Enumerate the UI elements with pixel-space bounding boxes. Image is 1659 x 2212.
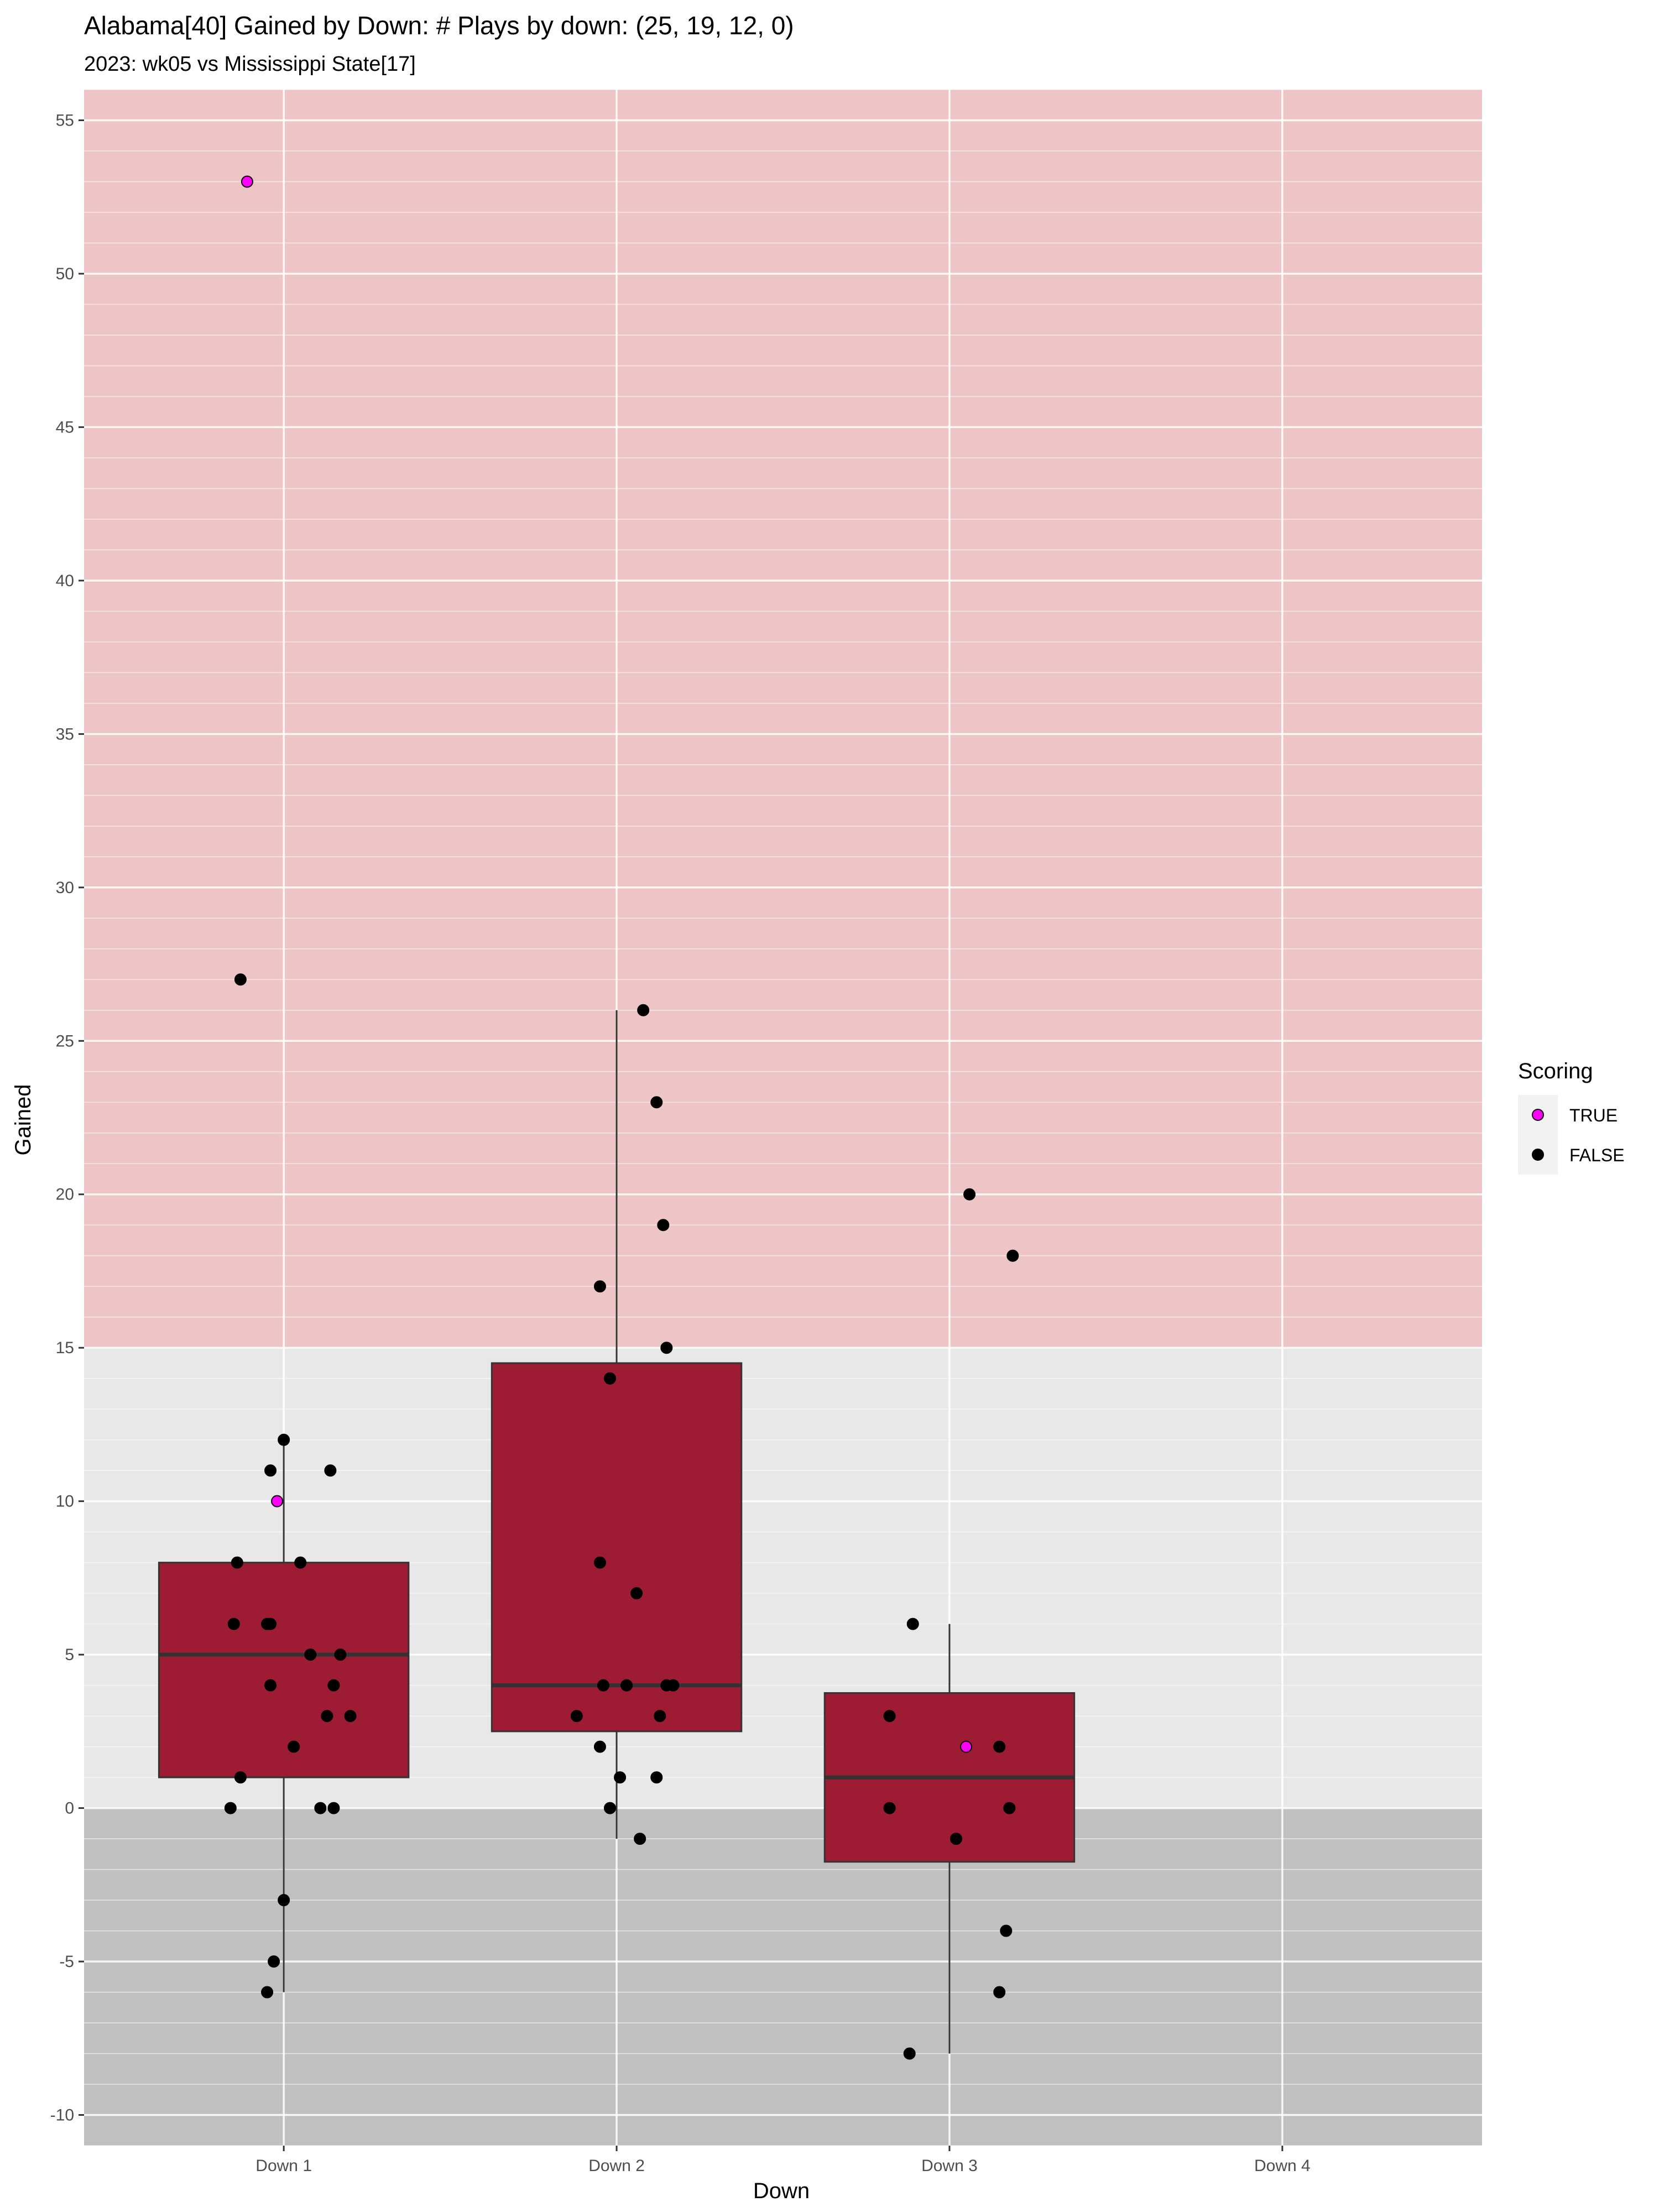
- y-axis-title: Gained: [11, 1084, 35, 1156]
- point: [906, 1618, 919, 1630]
- legend-key-false: [1532, 1149, 1544, 1161]
- y-tick-label: -5: [59, 1953, 74, 1971]
- point: [570, 1710, 583, 1723]
- y-tick-label: 40: [56, 572, 74, 590]
- y-tick-label: 45: [56, 418, 74, 436]
- point: [261, 1986, 274, 1999]
- x-tick-label: Down 1: [255, 2157, 312, 2175]
- point: [650, 1771, 663, 1784]
- point-scoring: [271, 1495, 284, 1507]
- point: [883, 1802, 896, 1814]
- point: [620, 1679, 633, 1692]
- y-tick-label: 30: [56, 879, 74, 897]
- point: [324, 1464, 337, 1477]
- point: [327, 1679, 340, 1692]
- y-tick-label: 5: [65, 1646, 74, 1664]
- point: [903, 2047, 916, 2060]
- point: [650, 1096, 663, 1109]
- x-tick-label: Down 2: [588, 2157, 645, 2175]
- legend-key-true: [1532, 1109, 1544, 1121]
- point: [654, 1710, 666, 1723]
- boxplot-layer: [158, 1010, 1076, 2054]
- point-scoring: [960, 1740, 973, 1753]
- point: [278, 1433, 290, 1446]
- background-band-0: [84, 1808, 1482, 2146]
- points-layer: [224, 175, 1019, 2060]
- y-tick-label: 25: [56, 1032, 74, 1050]
- point: [993, 1740, 1006, 1753]
- point: [1000, 1924, 1013, 1937]
- y-axis: -10 -5 0 5 10 15 20 25 30 35 40 45 50 55: [50, 111, 84, 2125]
- x-tick-label: Down 4: [1254, 2157, 1311, 2175]
- point: [294, 1556, 307, 1569]
- chart-subtitle: 2023: wk05 vs Mississippi State[17]: [84, 53, 416, 76]
- y-tick-label: 20: [56, 1186, 74, 1204]
- point: [234, 973, 247, 986]
- point: [630, 1587, 643, 1600]
- point: [314, 1802, 327, 1814]
- y-tick-label: 10: [56, 1493, 74, 1511]
- point: [268, 1955, 280, 1968]
- point: [264, 1464, 277, 1477]
- y-tick-label: 0: [65, 1799, 74, 1818]
- point: [334, 1648, 347, 1661]
- point: [604, 1802, 617, 1814]
- y-tick-label: 15: [56, 1339, 74, 1357]
- point: [264, 1679, 277, 1692]
- point: [634, 1833, 646, 1845]
- y-tick-label: 35: [56, 725, 74, 743]
- point: [278, 1894, 290, 1907]
- point: [227, 1618, 240, 1630]
- point: [1006, 1249, 1019, 1262]
- point: [614, 1771, 627, 1784]
- point: [344, 1710, 357, 1723]
- y-tick-label: 50: [56, 265, 74, 283]
- point: [234, 1771, 247, 1784]
- box-down-1: [158, 1562, 410, 1778]
- point: [593, 1280, 606, 1293]
- background-band-2: [84, 90, 1482, 1348]
- point-scoring: [241, 175, 253, 188]
- point: [304, 1648, 317, 1661]
- point: [660, 1342, 673, 1354]
- y-tick-label: -10: [50, 2106, 74, 2125]
- y-tick-label: 55: [56, 111, 74, 129]
- point: [288, 1740, 300, 1753]
- legend-label-false: FALSE: [1569, 1145, 1625, 1165]
- chart-title: Alabama[40] Gained by Down: # Plays by d…: [84, 11, 794, 40]
- legend-label-true: TRUE: [1569, 1105, 1618, 1125]
- point: [224, 1802, 237, 1814]
- point: [1003, 1802, 1016, 1814]
- point: [657, 1219, 670, 1232]
- point: [883, 1710, 896, 1723]
- point: [231, 1556, 243, 1569]
- plot-background: [84, 90, 1482, 2146]
- point: [604, 1372, 617, 1385]
- legend-title: Scoring: [1518, 1059, 1593, 1083]
- point: [963, 1188, 976, 1201]
- point: [593, 1740, 606, 1753]
- x-axis: Down 1 Down 2 Down 3 Down 4: [255, 2146, 1311, 2175]
- box-down-2: [491, 1362, 743, 1733]
- point: [667, 1679, 680, 1692]
- x-axis-title: Down: [753, 2179, 810, 2203]
- point: [950, 1833, 962, 1845]
- point: [327, 1802, 340, 1814]
- point: [993, 1986, 1006, 1999]
- legend: Scoring TRUE FALSE: [1518, 1059, 1625, 1175]
- point: [597, 1679, 609, 1692]
- point: [593, 1556, 606, 1569]
- grid-lines: [84, 89, 1482, 2146]
- point: [264, 1618, 277, 1630]
- point: [321, 1710, 333, 1723]
- x-tick-label: Down 3: [921, 2157, 978, 2175]
- point: [637, 1004, 650, 1016]
